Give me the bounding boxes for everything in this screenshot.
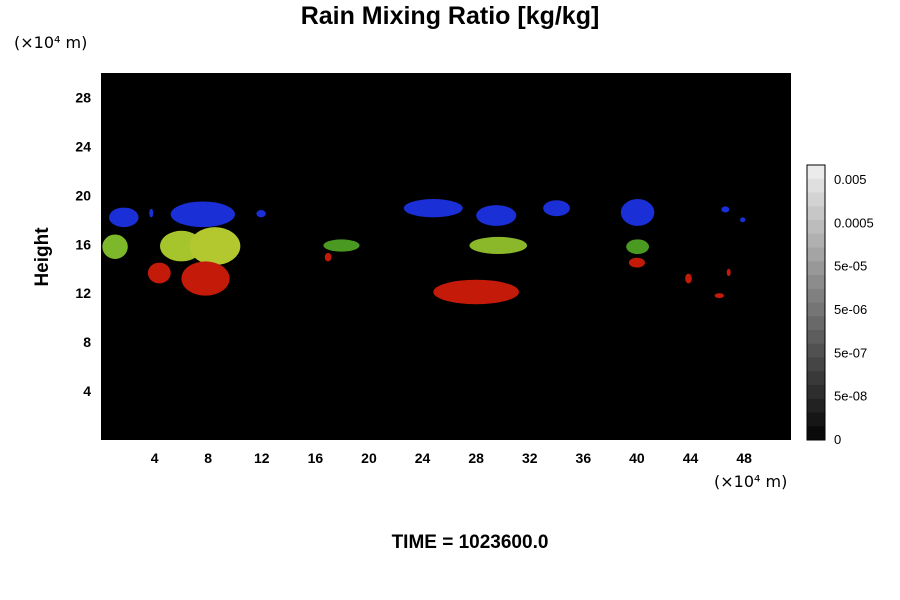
rain-blob-14 xyxy=(469,236,528,255)
x-unit-label: (×10⁴ m) xyxy=(714,472,788,491)
colorbar-step xyxy=(807,178,825,193)
colorbar: 0.005 0.0005 5e-05 5e-06 5e-07 5e-08 0 xyxy=(806,164,874,447)
colorbar-step xyxy=(807,275,825,290)
x-tick-4: 4 xyxy=(151,450,159,466)
colorbar-step xyxy=(807,192,825,207)
y-tick-16: 16 xyxy=(75,236,91,252)
rain-blob-4 xyxy=(403,199,463,218)
rain-blob-23 xyxy=(726,268,731,277)
colorbar-label: 5e-08 xyxy=(834,389,867,404)
rain-blob-8 xyxy=(721,206,730,213)
x-tick-12: 12 xyxy=(254,450,270,466)
colorbar-step xyxy=(807,316,825,331)
rain-blob-9 xyxy=(740,217,746,223)
colorbar-step xyxy=(807,426,825,441)
colorbar-step xyxy=(807,288,825,303)
colorbar-step xyxy=(807,385,825,400)
colorbar-step xyxy=(807,261,825,276)
chart-title: Rain Mixing Ratio [kg/kg] xyxy=(300,2,600,30)
colorbar-step xyxy=(807,357,825,372)
rain-blob-2 xyxy=(170,201,235,228)
rain-blob-5 xyxy=(476,205,517,226)
rain-blob-22 xyxy=(714,293,725,299)
y-unit-label: (×10⁴ m) xyxy=(14,33,88,52)
rain-blob-16 xyxy=(147,262,171,284)
colorbar-step xyxy=(807,233,825,248)
y-tick-24: 24 xyxy=(75,138,91,154)
colorbar-step xyxy=(807,247,825,262)
x-tick-32: 32 xyxy=(522,450,538,466)
colorbar-step xyxy=(807,371,825,386)
rain-blob-19 xyxy=(433,279,520,305)
rain-blob-10 xyxy=(102,234,128,259)
rain-blob-12 xyxy=(189,227,241,266)
x-tick-40: 40 xyxy=(629,450,645,466)
rain-blob-0 xyxy=(109,207,139,228)
rain-blob-13 xyxy=(323,239,360,252)
x-tick-24: 24 xyxy=(415,450,431,466)
rain-blob-17 xyxy=(181,261,230,296)
x-tick-48: 48 xyxy=(736,450,752,466)
colorbar-label: 5e-07 xyxy=(834,345,867,360)
colorbar-label: 0.0005 xyxy=(834,215,874,230)
colorbar-step xyxy=(807,412,825,427)
colorbar-step xyxy=(807,220,825,235)
colorbar-step xyxy=(807,343,825,358)
rain-blob-15 xyxy=(626,239,649,255)
rain-blob-1 xyxy=(149,208,154,218)
colorbar-label: 5e-05 xyxy=(834,259,867,274)
colorbar-step xyxy=(807,330,825,345)
x-tick-20: 20 xyxy=(361,450,377,466)
colorbar-label: 0 xyxy=(834,432,841,447)
rain-blob-7 xyxy=(620,199,655,226)
colorbar-step xyxy=(807,165,825,180)
colorbar-label: 5e-06 xyxy=(834,302,867,317)
x-tick-44: 44 xyxy=(683,450,699,466)
colorbar-step xyxy=(807,398,825,413)
x-tick-36: 36 xyxy=(576,450,592,466)
colorbar-frame xyxy=(806,164,826,441)
y-tick-12: 12 xyxy=(75,285,91,301)
rain-blob-18 xyxy=(324,252,332,262)
data-blobs xyxy=(102,199,746,305)
x-tick-28: 28 xyxy=(468,450,484,466)
time-label: TIME = 1023600.0 xyxy=(391,532,549,553)
rain-blob-3 xyxy=(256,210,266,218)
rain-blob-20 xyxy=(628,257,645,268)
colorbar-step xyxy=(807,206,825,221)
y-tick-28: 28 xyxy=(75,89,91,105)
x-tick-8: 8 xyxy=(204,450,212,466)
rain-blob-21 xyxy=(685,273,692,284)
x-tick-16: 16 xyxy=(308,450,324,466)
colorbar-label: 0.005 xyxy=(834,172,867,187)
y-tick-8: 8 xyxy=(83,334,91,350)
y-tick-20: 20 xyxy=(75,187,91,203)
colorbar-step xyxy=(807,302,825,317)
y-tick-4: 4 xyxy=(83,383,91,399)
rain-blob-6 xyxy=(543,200,570,217)
